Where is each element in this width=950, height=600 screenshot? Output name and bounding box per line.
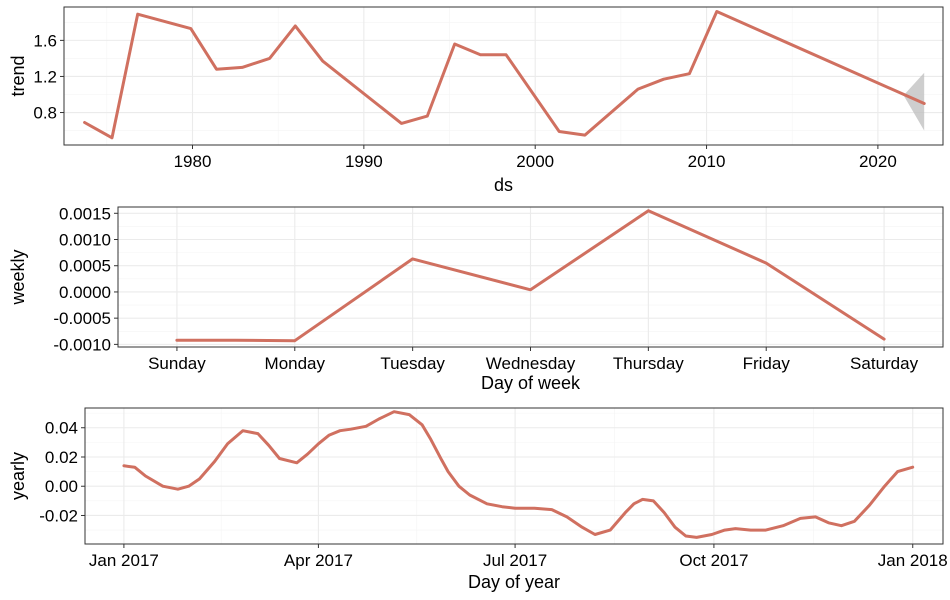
yearly-y-tick-label: 0.04 <box>45 419 78 438</box>
yearly-panel: -0.02 0.00 0.02 0.04 Jan 2017 Apr 2017 Jul 201… <box>8 407 948 592</box>
yearly-x-tick-label-apr-2017: Apr 2017 <box>284 551 353 570</box>
trend-x-tick-label-1980: 1980 <box>174 152 212 171</box>
yearly-y-tick-label: 0.02 <box>45 448 78 467</box>
trend-x-tick-label-2010: 2010 <box>688 152 726 171</box>
weekly-y-tick-label: -0.0010 <box>53 335 111 354</box>
trend-y-tick-label: 1.6 <box>33 31 57 50</box>
weekly-x-tick-label-friday: Friday <box>743 354 791 373</box>
yearly-y-axis-title: yearly <box>8 452 28 500</box>
trend-y-tick-label: 1.2 <box>33 67 57 86</box>
yearly-y-tick-label: 0.00 <box>45 477 78 496</box>
weekly-y-axis-title: weekly <box>8 249 28 305</box>
yearly-x-tick-label-jul-2017: Jul 2017 <box>483 551 547 570</box>
yearly-x-tick-label-jan-2017: Jan 2017 <box>89 551 159 570</box>
trend-uncertainty-band <box>903 72 925 131</box>
weekly-x-tick-label-thursday: Thursday <box>613 354 684 373</box>
weekly-line <box>175 209 886 343</box>
yearly-y-tick-label: -0.02 <box>39 506 78 525</box>
weekly-x-axis-title: Day of week <box>481 373 581 393</box>
weekly-y-tick-label: 0.0010 <box>59 231 111 250</box>
weekly-x-tick-label-monday: Monday <box>265 354 326 373</box>
weekly-panel: -0.0010 -0.0005 0.0000 0.0005 0.0010 0.0015 Su… <box>8 204 944 393</box>
trend-x-tick-label-1990: 1990 <box>345 152 383 171</box>
trend-x-tick-label-2020: 2020 <box>859 152 897 171</box>
trend-y-axis-title: trend <box>8 55 28 96</box>
trend-line <box>83 10 926 140</box>
weekly-x-tick-label-saturday: Saturday <box>850 354 919 373</box>
yearly-x-tick-label-oct-2017: Oct 2017 <box>679 551 748 570</box>
yearly-x-tick-label-jan-2018: Jan 2018 <box>878 551 948 570</box>
yearly-line <box>122 410 915 539</box>
weekly-y-tick-label: 0.0015 <box>59 204 111 223</box>
trend-y-tick-label: 0.8 <box>33 104 57 123</box>
weekly-x-tick-label-sunday: Sunday <box>148 354 206 373</box>
weekly-x-tick-label-tuesday: Tuesday <box>380 354 445 373</box>
trend-panel: 0.8 1.2 1.6 1980 1990 2000 2010 2020 ds trend <box>8 6 944 195</box>
weekly-y-tick-label: 0.0000 <box>59 283 111 302</box>
weekly-y-tick-label: -0.0005 <box>53 309 111 328</box>
trend-x-axis-title: ds <box>494 175 513 195</box>
weekly-x-tick-label-wednesday: Wednesday <box>486 354 576 373</box>
trend-x-tick-label-2000: 2000 <box>516 152 554 171</box>
yearly-x-axis-title: Day of year <box>468 572 560 592</box>
yearly-panel-border <box>84 407 944 545</box>
weekly-y-tick-label: 0.0005 <box>59 257 111 276</box>
